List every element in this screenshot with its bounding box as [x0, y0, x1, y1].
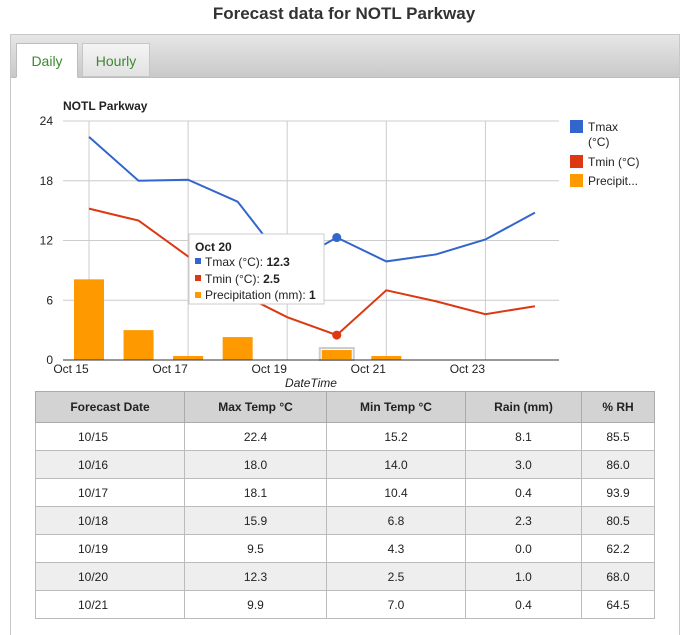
x-axis-title: DateTime	[285, 376, 337, 390]
rh-cell: 68.0	[582, 563, 655, 591]
legend-swatch[interactable]	[570, 120, 583, 133]
min-temp-cell: 6.8	[327, 507, 466, 535]
rain-cell: 3.0	[466, 451, 582, 479]
precipitation-bar[interactable]	[322, 350, 352, 360]
header-min-temp[interactable]: Min Temp °C	[327, 392, 466, 423]
x-tick-label: Oct 23	[450, 362, 486, 376]
tmax-point[interactable]	[332, 233, 341, 242]
precipitation-bar[interactable]	[74, 279, 104, 360]
legend-label[interactable]: Precipit...	[588, 174, 638, 188]
forecast-date-cell: 10/15	[36, 423, 185, 451]
legend-label[interactable]: Tmin (°C)	[588, 155, 639, 169]
rh-cell: 62.2	[582, 535, 655, 563]
forecast-chart: NOTL Parkway 0 6 12 18 24 Oct 15 Oct 17 Oct 19 O…	[0, 0, 688, 392]
x-tick-label: Oct 21	[351, 362, 387, 376]
legend-swatch[interactable]	[570, 155, 583, 168]
header-rain[interactable]: Rain (mm)	[466, 392, 582, 423]
y-tick-label: 6	[46, 293, 53, 307]
forecast-date-cell: 10/17	[36, 479, 185, 507]
precipitation-bar[interactable]	[223, 337, 253, 360]
rain-cell: 2.3	[466, 507, 582, 535]
table-header-row: Forecast Date Max Temp °C Min Temp °C Ra…	[36, 392, 655, 423]
legend-label[interactable]: (°C)	[588, 135, 609, 149]
precipitation-bar[interactable]	[124, 330, 154, 360]
y-tick-label: 24	[40, 114, 54, 128]
max-temp-cell: 9.5	[185, 535, 327, 563]
min-temp-cell: 2.5	[327, 563, 466, 591]
max-temp-cell: 15.9	[185, 507, 327, 535]
chart-legend[interactable]: Tmax(°C) Tmin (°C) Precipit...	[570, 120, 639, 188]
x-tick-label: Oct 19	[252, 362, 288, 376]
min-temp-cell: 14.0	[327, 451, 466, 479]
tooltip-tmin-swatch	[195, 275, 201, 281]
max-temp-cell: 22.4	[185, 423, 327, 451]
legend-swatch[interactable]	[570, 174, 583, 187]
tooltip-tmax-swatch	[195, 258, 201, 264]
rh-cell: 80.5	[582, 507, 655, 535]
header-forecast-date[interactable]: Forecast Date	[36, 392, 185, 423]
rh-cell: 93.9	[582, 479, 655, 507]
tooltip-precip-row: Precipitation (mm): 1	[205, 288, 316, 302]
rh-cell: 64.5	[582, 591, 655, 619]
rain-cell: 0.0	[466, 535, 582, 563]
max-temp-cell: 18.0	[185, 451, 327, 479]
y-tick-label: 12	[40, 234, 54, 248]
forecast-date-cell: 10/16	[36, 451, 185, 479]
legend-label[interactable]: Tmax	[588, 120, 618, 134]
header-rh[interactable]: % RH	[582, 392, 655, 423]
tooltip-precip-swatch	[195, 292, 201, 298]
y-tick-label: 0	[46, 353, 53, 367]
tooltip-tmin-row: Tmin (°C): 2.5	[205, 272, 280, 286]
tooltip-tmax-row: Tmax (°C): 12.3	[205, 255, 290, 269]
min-temp-cell: 15.2	[327, 423, 466, 451]
rain-cell: 1.0	[466, 563, 582, 591]
x-tick-label: Oct 15	[53, 362, 89, 376]
precipitation-bar[interactable]	[371, 356, 401, 360]
min-temp-cell: 7.0	[327, 591, 466, 619]
y-tick-label: 18	[40, 174, 54, 188]
header-max-temp[interactable]: Max Temp °C	[185, 392, 327, 423]
tooltip-title: Oct 20	[195, 240, 232, 254]
rain-cell: 0.4	[466, 591, 582, 619]
chart-tooltip: Oct 20 Tmax (°C): 12.3 Tmin (°C): 2.5 Pr…	[189, 234, 324, 304]
min-temp-cell: 4.3	[327, 535, 466, 563]
max-temp-cell: 9.9	[185, 591, 327, 619]
max-temp-cell: 12.3	[185, 563, 327, 591]
rain-cell: 0.4	[466, 479, 582, 507]
forecast-date-cell: 10/20	[36, 563, 185, 591]
precipitation-bar[interactable]	[173, 356, 203, 360]
rh-cell: 85.5	[582, 423, 655, 451]
x-tick-label: Oct 17	[152, 362, 188, 376]
max-temp-cell: 18.1	[185, 479, 327, 507]
forecast-date-cell: 10/19	[36, 535, 185, 563]
forecast-date-cell: 10/18	[36, 507, 185, 535]
chart-title: NOTL Parkway	[63, 99, 148, 113]
forecast-table: Forecast Date Max Temp °C Min Temp °C Ra…	[35, 391, 655, 619]
rain-cell: 8.1	[466, 423, 582, 451]
tmin-point[interactable]	[332, 331, 341, 340]
min-temp-cell: 10.4	[327, 479, 466, 507]
rh-cell: 86.0	[582, 451, 655, 479]
forecast-date-cell: 10/21	[36, 591, 185, 619]
